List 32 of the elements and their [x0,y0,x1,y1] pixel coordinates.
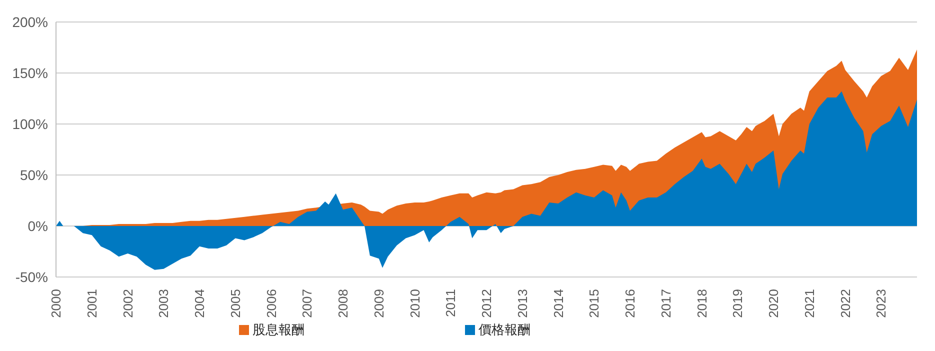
x-tick-label: 2002 [120,289,136,318]
x-tick-label: 2008 [336,289,350,318]
y-tick-label: 100% [12,116,48,132]
x-tick-label: 2017 [658,289,674,318]
x-tick-label: 2020 [766,289,781,318]
y-tick-label: 0% [28,218,48,234]
legend-label: 價格報酬 [478,322,530,337]
x-tick-label: 2010 [407,289,422,318]
x-tick-label: 2022 [838,289,853,318]
x-tick-label: 2003 [156,289,172,318]
x-tick-label: 2016 [622,289,638,318]
x-tick-label: 2001 [84,289,100,318]
x-tick-label: 2004 [192,289,207,318]
x-tick-label: 2011 [443,289,458,317]
y-tick-label: 150% [12,64,48,81]
x-tick-label: 2006 [264,289,279,318]
x-tick-label: 2019 [730,289,746,318]
y-tick-label: 200% [12,14,48,30]
x-tick-label: 2000 [48,289,64,318]
y-tick-label: -50% [15,268,48,285]
x-tick-label: 2023 [874,289,889,318]
x-tick-label: 2021 [802,289,817,318]
x-tick-label: 2007 [300,289,315,318]
x-tick-label: 2014 [550,289,566,318]
y-tick-label: 50% [20,166,48,183]
x-tick-label: 2018 [694,289,710,318]
x-tick-label: 2009 [371,289,386,318]
x-tick-label: 2015 [586,289,602,318]
legend-label: 股息報酬 [252,322,304,337]
x-tick-label: 2012 [479,289,494,318]
x-tick-label: 2013 [514,289,530,318]
x-tick-label: 2005 [228,289,243,318]
